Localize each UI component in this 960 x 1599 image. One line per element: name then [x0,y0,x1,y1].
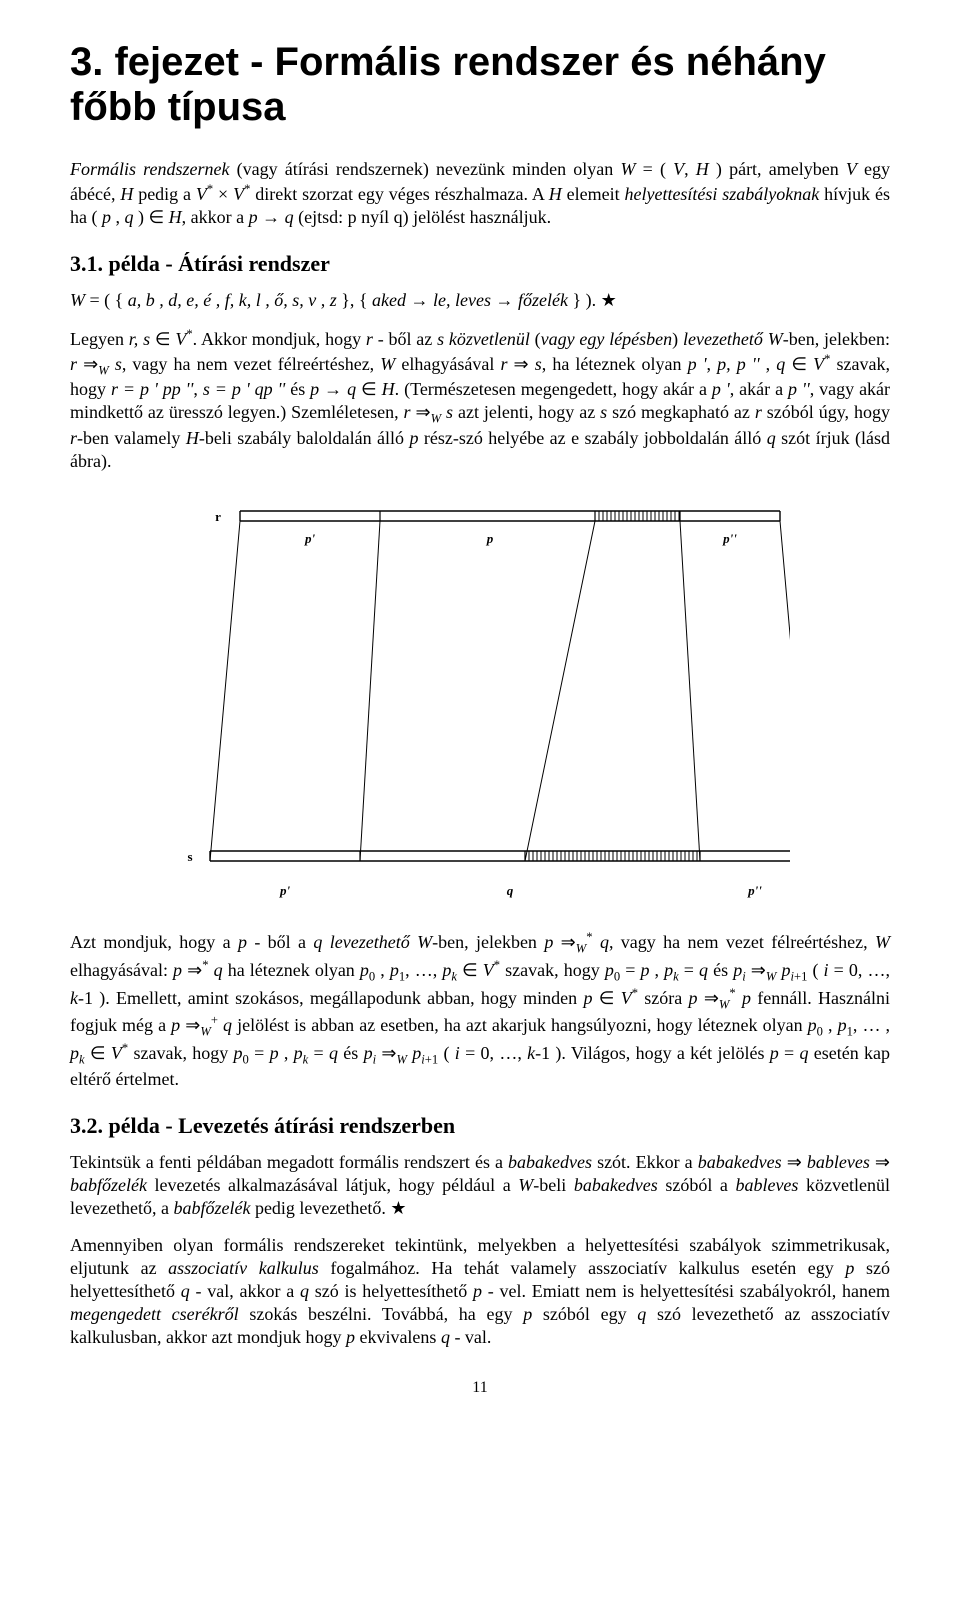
svg-text:p'': p'' [747,883,762,898]
intro-paragraph-1: Formális rendszernek (vagy átírási rends… [70,158,890,229]
intro-paragraph-3: Azt mondjuk, hogy a p - ből a q levezeth… [70,929,890,1091]
svg-text:r: r [215,509,221,524]
page: 3. fejezet - Formális rendszer és néhány… [0,0,960,1427]
intro-paragraph-2: Legyen r, s ∈ V*. Akkor mondjuk, hogy r … [70,326,890,474]
svg-text:p': p' [304,531,316,546]
example-3-2-body: Tekintsük a fenti példában megadott form… [70,1151,890,1220]
closing-paragraph: Amennyiben olyan formális rendszereket t… [70,1234,890,1349]
example-3-1-body: W = ( { a, b , d, e, é , f, k, l , ő, s,… [70,289,890,312]
svg-text:q: q [507,883,514,898]
chapter-title: 3. fejezet - Formális rendszer és néhány… [70,40,890,130]
example-3-2-title: 3.2. példa - Levezetés átírási rendszerb… [70,1113,890,1139]
derivation-figure: r p' p p'' s p' q p'' [70,491,890,911]
svg-text:s: s [187,849,192,864]
example-3-1-title: 3.1. példa - Átírási rendszer [70,251,890,277]
page-number: 11 [70,1379,890,1397]
svg-text:p': p' [279,883,291,898]
svg-text:p: p [486,531,494,546]
svg-text:p'': p'' [722,531,737,546]
